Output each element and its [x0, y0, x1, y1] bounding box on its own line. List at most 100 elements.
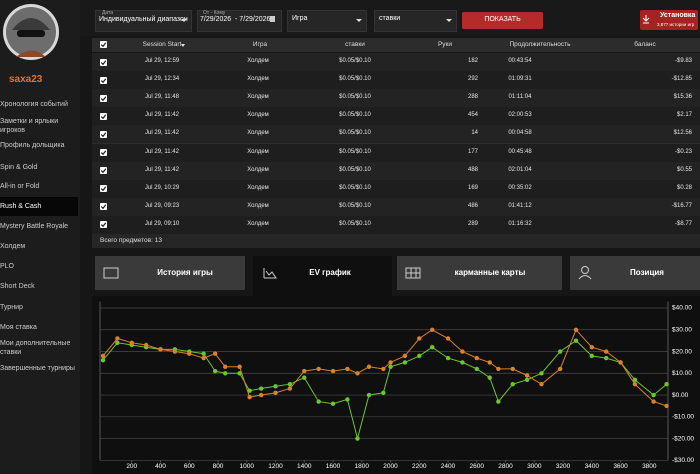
date-dropdown[interactable]	[95, 10, 192, 32]
table-footer	[92, 234, 700, 248]
table-cell: 289	[467, 220, 478, 227]
header-checkbox[interactable]	[100, 41, 107, 48]
row-checkbox[interactable]	[100, 112, 107, 120]
column-header: ставки	[345, 41, 365, 48]
series-point	[273, 390, 278, 396]
row-checkbox[interactable]	[100, 58, 107, 66]
column-header[interactable]: Session Start	[142, 41, 182, 48]
row-checkbox[interactable]	[100, 221, 107, 229]
menu-item[interactable]: Моя ставка	[0, 324, 37, 331]
check	[100, 96, 107, 101]
series-point	[557, 349, 563, 354]
y-tick-label: $0.00	[672, 392, 689, 399]
game-dropdown[interactable]	[287, 10, 367, 32]
tab[interactable]	[570, 256, 700, 290]
check	[100, 186, 107, 192]
menu-item[interactable]: Холдем	[0, 243, 26, 250]
table-cell: 00:45:48	[508, 148, 532, 155]
menu-item[interactable]: Заметки и ярлыки игроков	[0, 118, 59, 134]
tab[interactable]	[397, 256, 562, 290]
menu-item[interactable]: PLO	[0, 263, 15, 270]
check	[100, 42, 107, 48]
tab-label: EV график	[309, 268, 351, 277]
table-cell: $12.56	[673, 130, 692, 137]
series-point	[539, 381, 544, 387]
table-cell: $0.28	[676, 184, 692, 191]
row-checkbox[interactable]	[100, 167, 107, 175]
x-tick-label: 3800	[642, 463, 657, 470]
stakes-dropdown[interactable]	[374, 10, 457, 32]
series-point	[589, 353, 595, 359]
series-point	[187, 351, 192, 356]
ev-icon	[263, 268, 277, 279]
tab-label: Позиция	[630, 268, 664, 277]
table-cell: Jul 29, 11:42	[145, 130, 179, 137]
row-checkbox[interactable]	[100, 185, 107, 193]
table-cell: 454	[467, 112, 478, 119]
series-point	[355, 371, 360, 376]
series-point	[258, 386, 264, 391]
table-cell: $0.05/$0.10	[339, 94, 371, 101]
table-cell: 292	[467, 76, 478, 83]
menu-item[interactable]: Spin & Gold	[0, 164, 38, 171]
menu-item[interactable]: Турнир	[0, 304, 23, 311]
menu-item[interactable]: Short Deck	[0, 283, 35, 290]
x-tick-label: 1600	[326, 463, 341, 470]
series-point	[510, 366, 515, 372]
install-button[interactable]	[640, 10, 698, 30]
menu-item-active[interactable]: Rush & Cash	[0, 203, 42, 210]
series-point	[487, 375, 492, 380]
avatar-body	[16, 50, 46, 57]
dates: 7/29/2026 - 7/29/2026	[200, 16, 271, 23]
series-point	[402, 360, 408, 365]
series-point	[651, 399, 656, 404]
series-point	[388, 364, 393, 369]
install-sub: 3,877 истории игр	[657, 22, 695, 27]
tab[interactable]	[95, 256, 245, 290]
series-point	[381, 390, 386, 396]
table-cell: 182	[467, 58, 478, 64]
x-tick-label: 2600	[470, 463, 485, 470]
menu-item[interactable]: Завершенные турниры	[0, 365, 75, 372]
row-checkbox[interactable]	[100, 149, 107, 156]
menu-item[interactable]: Мои дополнительные ставки	[0, 340, 71, 356]
table-cell: 486	[467, 202, 478, 209]
row-checkbox[interactable]	[100, 203, 107, 211]
series-point	[212, 368, 218, 374]
series-point	[474, 355, 479, 361]
table-cell: Холдем	[247, 58, 269, 64]
series-point	[603, 355, 609, 361]
table-cell: Холдем	[247, 130, 269, 137]
show-button[interactable]	[462, 12, 543, 29]
series-point	[557, 366, 563, 372]
series-point	[345, 397, 350, 402]
y-tick-label: $30.00	[672, 326, 692, 333]
series-point	[460, 360, 465, 365]
table-cell: -$9.83	[674, 58, 692, 64]
check	[100, 168, 107, 174]
table-cell: 00:43:54	[508, 58, 532, 64]
row-checkbox[interactable]	[100, 76, 107, 84]
row-checkbox[interactable]	[100, 94, 107, 102]
x-tick-label: 1000	[240, 463, 255, 470]
sort-arrow[interactable]	[181, 44, 185, 47]
series-point	[258, 392, 264, 398]
tab-active[interactable]	[253, 256, 392, 296]
table-cell: 01:41:12	[508, 202, 532, 209]
table-cell: Jul 29, 12:59	[144, 58, 180, 64]
series-point	[223, 371, 228, 376]
avatar-glasses	[17, 30, 45, 37]
show-button-label: ПОКАЗАТЬ	[484, 16, 521, 23]
series-point	[366, 364, 372, 369]
series-point	[510, 381, 515, 387]
table-cell: 00:04:58	[508, 130, 532, 137]
menu-item[interactable]: Хронология событий	[0, 101, 68, 108]
series-point	[247, 388, 252, 393]
row-checkbox[interactable]	[100, 130, 107, 138]
menu-item[interactable]: Профиль дольщика	[0, 142, 65, 149]
date-picker[interactable]	[197, 10, 282, 32]
menu-item[interactable]: All-in or Fold	[0, 183, 40, 190]
menu-item[interactable]: Mystery Battle Royale	[0, 223, 69, 230]
y-tick-label: -$10.00	[672, 414, 694, 421]
